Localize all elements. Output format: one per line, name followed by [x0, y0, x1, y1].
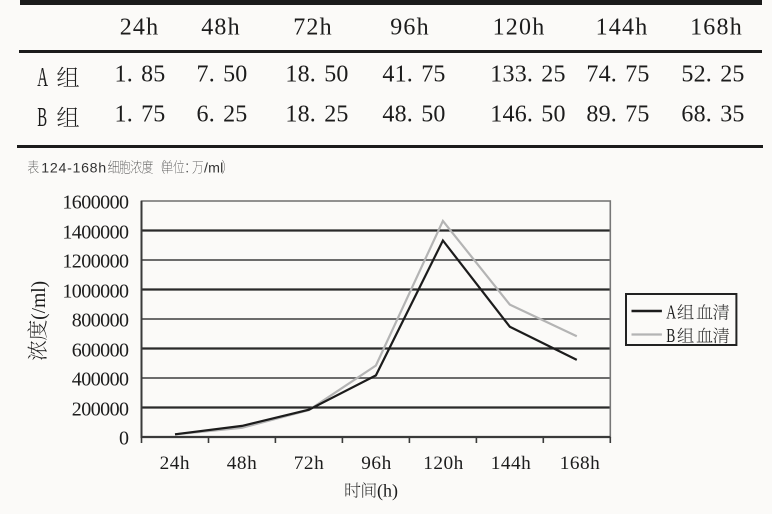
svg-text:1: 1 [41, 161, 49, 177]
svg-text:B: B [37, 103, 47, 133]
svg-text:(/ml): (/ml) [29, 281, 50, 320]
svg-text:A: A [666, 301, 676, 323]
svg-text:A: A [37, 63, 48, 93]
svg-text:24-168h: 24-168h [50, 161, 107, 177]
svg-text:(h): (h) [377, 481, 398, 502]
svg-text:/ml: /ml [204, 161, 224, 177]
svg-text:B: B [666, 324, 675, 346]
